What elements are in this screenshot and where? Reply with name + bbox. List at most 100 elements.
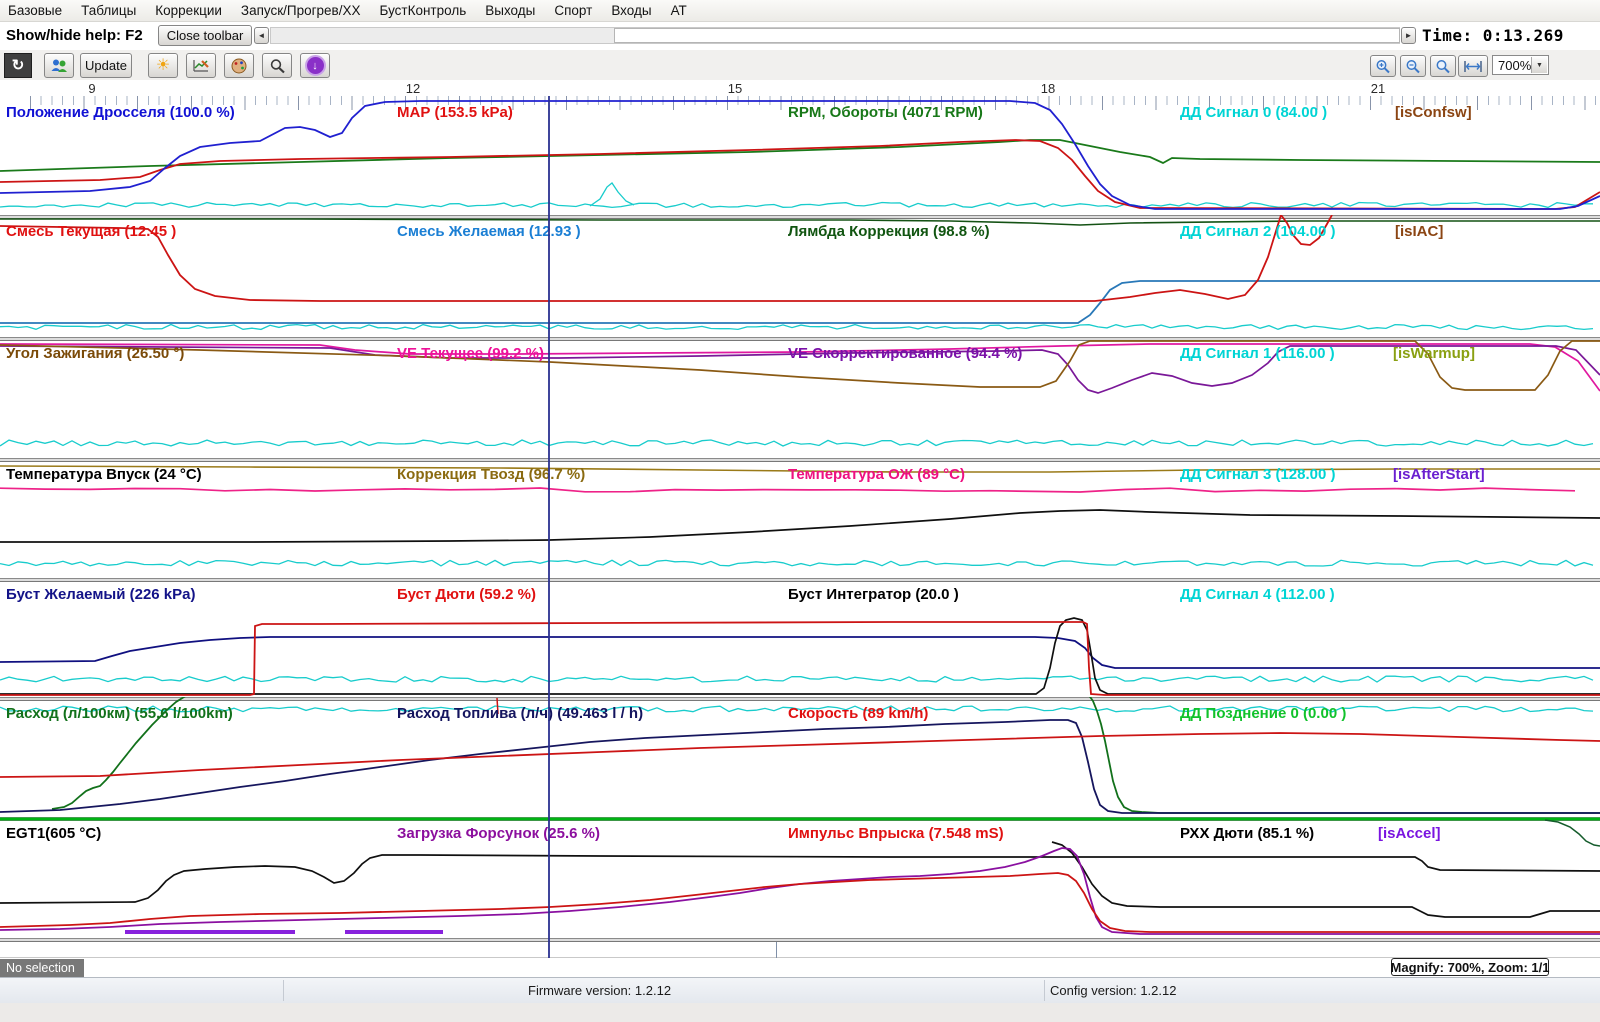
- users-icon: [51, 59, 67, 72]
- palette-icon: [231, 58, 247, 73]
- search-icon-button[interactable]: [262, 53, 292, 78]
- signal-curve: [1544, 819, 1600, 847]
- window-footer: [0, 1003, 1600, 1022]
- chart-pencil-icon: [193, 60, 209, 72]
- signal-label: Скорость (89 km/h): [788, 705, 929, 722]
- users-icon-button[interactable]: [44, 53, 74, 78]
- firmware-version: Firmware version: 1.2.12: [528, 983, 672, 998]
- timeline-scrollbar-thumb[interactable]: [614, 28, 1400, 43]
- signal-label: МАР (153.5 kPa): [397, 104, 513, 121]
- menu-item-коррекции[interactable]: Коррекции: [155, 3, 222, 18]
- signal-label: Расход (л/100км) (55.6 l/100km): [6, 705, 233, 722]
- chart-panel-5[interactable]: Буст Желаемый (226 kPa) Буст Дюти (59.2 %…: [0, 578, 1600, 697]
- menu-item-спорт[interactable]: Спорт: [554, 3, 593, 18]
- zoom-level-select[interactable]: 700% ▼: [1492, 55, 1549, 75]
- panel-curves: [0, 340, 1600, 447]
- signal-curve: [0, 636, 1600, 669]
- zoom-in-icon: [1376, 59, 1390, 73]
- signal-label: Смесь Желаемая (12.93 ): [397, 223, 581, 240]
- refresh-icon: ↻: [11, 57, 25, 74]
- no-selection-badge: No selection: [0, 959, 84, 978]
- signal-curve: [496, 697, 499, 715]
- noise-curve: [0, 201, 1594, 209]
- signal-curve: [0, 280, 1600, 324]
- ruler-tick-label: 9: [88, 81, 96, 96]
- zoom-select-icon-button[interactable]: [1430, 55, 1456, 77]
- ruler-tick-label: 12: [405, 81, 421, 96]
- sun-icon: ☀: [155, 56, 171, 74]
- menu-item-базовые[interactable]: Базовые: [8, 3, 63, 18]
- menu-item-бустконтроль[interactable]: БустКонтроль: [379, 3, 467, 18]
- zoom-in-icon-button[interactable]: [1370, 55, 1396, 77]
- signal-curve: [0, 621, 1600, 696]
- statusbar-divider: [1044, 980, 1045, 1001]
- menu-item-ат[interactable]: АТ: [670, 3, 687, 18]
- noise-curve: [0, 487, 1576, 493]
- signal-label: РХХ Дюти (85.1 %): [1180, 825, 1315, 842]
- chart-panel-6[interactable]: Расход (л/100км) (55.6 l/100km) Расход То…: [0, 697, 1600, 817]
- settings-icon-button[interactable]: ☀: [148, 53, 178, 78]
- menu-bar: Базовые Таблицы Коррекции Запуск/Прогрев/ХХ…: [0, 0, 1600, 22]
- download-icon: ↓: [304, 55, 326, 76]
- chart-panel-7[interactable]: EGT1(605 °C) Загрузка Форсунок (25.6 %) Им…: [0, 817, 1600, 938]
- toolbar: ↻ Update ☀: [0, 50, 1600, 80]
- signal-label: RPM, Обороты (4071 RPM): [788, 104, 983, 121]
- magnify-readout: Magnify: 700%, Zoom: 1/1: [1390, 958, 1550, 976]
- menu-item-запуск-прогрев-хх[interactable]: Запуск/Прогрев/ХХ: [240, 3, 361, 18]
- signal-label: ДД Сигнал 3 (128.00 ): [1180, 466, 1336, 483]
- signal-curve: [0, 100, 1600, 210]
- close-toolbar-button[interactable]: Close toolbar: [158, 25, 252, 46]
- fit-width-icon-button[interactable]: [1458, 55, 1488, 77]
- ruler-tick-label: 18: [1040, 81, 1056, 96]
- chart-panel-3[interactable]: Угол Зажигания (26.50 °) VE Текущее (99.2…: [0, 337, 1600, 458]
- signal-label: Положение Дросселя (100.0 %): [6, 104, 235, 121]
- chart-panel-1[interactable]: Положение Дросселя (100.0 %) МАР (153.5 k…: [0, 96, 1600, 215]
- chart-edit-icon-button[interactable]: [186, 53, 216, 78]
- signal-curve: [0, 465, 1600, 473]
- signal-label: [isConfsw]: [1395, 104, 1472, 121]
- chart-panel-2[interactable]: Смесь Текущая (12.45 ) Смесь Желаемая (12…: [0, 215, 1600, 337]
- zoom-out-icon-button[interactable]: [1400, 55, 1426, 77]
- signal-curve: [0, 218, 1600, 226]
- menu-item-входы[interactable]: Входы: [611, 3, 652, 18]
- time-label: Time: 0:13.269: [1422, 26, 1564, 45]
- signal-curve: [0, 215, 1333, 302]
- palette-icon-button[interactable]: [224, 53, 254, 78]
- timeline-ruler: 9 12 15 18 21: [0, 80, 1600, 96]
- signal-label: Импульс Впрыска (7.548 mS): [788, 825, 1004, 842]
- signal-label: Угол Зажигания (26.50 °): [6, 345, 185, 362]
- help-label: Show/hide help: F2: [6, 27, 143, 44]
- signal-label: ДД Позднение 0 (0.00 ): [1180, 705, 1347, 722]
- timeline-scrollbar[interactable]: [270, 27, 1400, 44]
- chart-panel-4[interactable]: Температура Впуск (24 °C) Коррекция Твозд…: [0, 458, 1600, 578]
- panel-separator: [0, 215, 1600, 219]
- menu-item-выходы[interactable]: Выходы: [485, 3, 536, 18]
- selection-strip[interactable]: [0, 942, 1600, 958]
- ruler-tick-label: 21: [1370, 81, 1386, 96]
- panel-curves: [0, 215, 1600, 331]
- signal-curve: [0, 847, 1600, 935]
- statusbar-divider: [283, 980, 284, 1001]
- panel-separator: [0, 938, 1600, 942]
- scroll-left-button[interactable]: ◄: [254, 27, 269, 44]
- selection-strip-tick: [776, 942, 777, 958]
- download-icon-button[interactable]: ↓: [300, 53, 330, 78]
- ruler-tick-label: 15: [727, 81, 743, 96]
- update-button[interactable]: Update: [80, 53, 132, 78]
- scroll-right-button[interactable]: ►: [1401, 27, 1416, 44]
- signal-label: [isAfterStart]: [1393, 466, 1485, 483]
- fit-width-icon: [1464, 60, 1482, 72]
- menu-item-таблицы[interactable]: Таблицы: [81, 3, 137, 18]
- refresh-icon-button[interactable]: ↻: [4, 53, 32, 78]
- signal-curve: [1051, 841, 1600, 918]
- signal-curve: [0, 732, 1600, 778]
- signal-label: VE Скорректированное (94.4 %): [788, 345, 1023, 362]
- signal-curve: [0, 345, 1600, 394]
- signal-label: ДД Сигнал 2 (104.00 ): [1180, 223, 1336, 240]
- signal-label: [isAccel]: [1378, 825, 1441, 842]
- panel-curves: [0, 817, 1600, 935]
- signal-label: Коррекция Твозд (96.7 %): [397, 466, 586, 483]
- noise-curve: [0, 323, 1594, 331]
- panel-separator: [0, 578, 1600, 582]
